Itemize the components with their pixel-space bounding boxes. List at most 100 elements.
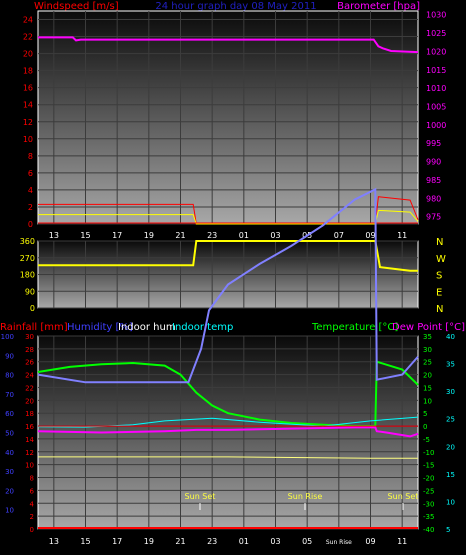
dewpoint-tick-label: 40 [446, 333, 455, 341]
time-tick-label: 23 [207, 231, 217, 240]
windspeed-tick-label: 12 [23, 118, 33, 127]
windspeed-tick-label: 10 [23, 135, 33, 144]
time-tick-label: 01 [239, 231, 249, 240]
time-tick-label: 11 [397, 231, 407, 240]
windspeed-tick-label: 24 [23, 16, 33, 25]
humidity-tick-label: 80 [5, 372, 14, 380]
dewpoint-tick-label: 35 [446, 361, 455, 369]
humidity-tick-label: 100 [1, 333, 14, 341]
series-line-indoor-hum [38, 456, 418, 459]
humidity-tick-label: 10 [5, 507, 14, 515]
rainfall-tick-label: 20 [25, 397, 34, 405]
time-tick-label: 09 [365, 231, 375, 240]
time-tick-label: 07 [334, 231, 344, 240]
time-tick-label: 03 [270, 231, 280, 240]
barometer-axis-title: Barometer [hpa] [337, 1, 420, 12]
series-line-wind-direction [38, 240, 418, 272]
humidity-tick-label: 90 [5, 352, 14, 360]
time-tick-label: 15 [80, 231, 90, 240]
barometer-tick-label: 1005 [426, 102, 446, 111]
sunset-annotation-1: Sun Set [185, 492, 216, 501]
barometer-tick-label: 985 [426, 176, 441, 185]
temperature-tick-label: -40 [423, 526, 434, 534]
wind-plot-area [37, 10, 419, 225]
time-tick-label: 17 [112, 537, 122, 546]
time-tick-label: 19 [144, 537, 154, 546]
rainfall-tick-label: 6 [30, 487, 35, 495]
sunrise-annotation: Sun Rise [288, 492, 323, 501]
time-tick-label: 23 [207, 537, 217, 546]
compass-label: S [436, 271, 442, 282]
temperature-tick-label: 5 [423, 410, 427, 418]
windspeed-tick-label: 6 [28, 169, 33, 178]
dewpoint-tick-label: 10 [446, 498, 455, 506]
compass-label: W [436, 254, 446, 265]
windspeed-tick-label: 18 [23, 67, 33, 76]
barometer-tick-label: 1030 [426, 11, 446, 20]
temperature-tick-label: -30 [423, 500, 434, 508]
temperature-humidity-panel: Rainfall [mm] Humidity [%] Indoor hum In… [0, 187, 465, 546]
rainfall-tick-label: 0 [30, 526, 34, 534]
rainfall-tick-label: 28 [25, 346, 34, 354]
rainfall-tick-label: 30 [25, 333, 34, 341]
rainfall-tick-label: 4 [30, 500, 35, 508]
barometer-tick-label: 980 [426, 194, 441, 203]
time-tick-label: 17 [112, 231, 122, 240]
indoor-temp-title: Indoor temp [172, 322, 233, 333]
rainfall-tick-label: 10 [25, 462, 34, 470]
dewpoint-axis-title: Dew Point [°C] [392, 322, 465, 333]
rainfall-tick-label: 24 [25, 372, 34, 380]
rainfall-axis-title: Rainfall [mm] [0, 322, 68, 333]
humidity-tick-label: 30 [5, 468, 14, 476]
temperature-tick-label: -20 [423, 475, 434, 483]
windspeed-axis-title: Windspeed [m/s] [34, 1, 119, 12]
time-tick-label: 15 [80, 537, 90, 546]
time-tick-label: 05 [302, 537, 312, 546]
series-line-temperature [37, 360, 419, 428]
barometer-tick-label: 975 [426, 213, 441, 222]
temperature-tick-label: 0 [423, 423, 427, 431]
humidity-tick-label: 50 [5, 430, 14, 438]
time-tick-label: 09 [365, 537, 375, 546]
rainfall-tick-label: 26 [25, 359, 34, 367]
barometer-tick-label: 995 [426, 139, 441, 148]
humidity-tick-label: 20 [5, 487, 14, 495]
temperature-tick-label: -25 [423, 487, 434, 495]
direction-tick-label: 90 [25, 287, 35, 296]
windspeed-tick-label: 2 [28, 203, 33, 212]
compass-label: E [436, 287, 442, 298]
time-tick-label: 13 [49, 537, 59, 546]
temperature-tick-label: -10 [423, 449, 434, 457]
dewpoint-tick-label: 30 [446, 388, 455, 396]
temperature-axis-title: Temperature [°C] [311, 322, 398, 333]
windspeed-tick-label: 14 [23, 101, 33, 110]
barometer-tick-label: 1010 [426, 84, 446, 93]
windspeed-tick-label: 22 [23, 33, 33, 42]
rainfall-tick-label: 22 [25, 384, 34, 392]
time-tick-label: 13 [49, 231, 59, 240]
compass-label: N [436, 304, 443, 315]
temperature-tick-label: -35 [423, 513, 434, 521]
dewpoint-tick-label: 20 [446, 443, 455, 451]
rainfall-tick-label: 14 [25, 436, 34, 444]
humidity-tick-label: 70 [5, 391, 14, 399]
barometer-tick-label: 990 [426, 158, 441, 167]
time-tick-label: 03 [270, 537, 280, 546]
chart-title: 24 hour graph day 08 May 2011 [155, 1, 316, 12]
direction-tick-label: 0 [30, 304, 35, 313]
direction-tick-label: 180 [20, 271, 35, 280]
dewpoint-tick-label: 25 [446, 416, 455, 424]
time-tick-label: 11 [397, 537, 407, 546]
humidity-tick-label: 40 [5, 449, 14, 457]
rainfall-tick-label: 18 [25, 410, 34, 418]
temperature-tick-label: 30 [423, 346, 432, 354]
temperature-tick-label: 35 [423, 333, 432, 341]
dewpoint-tick-label: 5 [446, 526, 450, 534]
dewpoint-tick-label: 15 [446, 471, 455, 479]
direction-tick-label: 270 [20, 254, 35, 263]
series-line-humidity [37, 187, 419, 384]
temperature-tick-label: -5 [423, 436, 430, 444]
windspeed-tick-label: 16 [23, 84, 33, 93]
humidity-tick-label: 60 [5, 410, 14, 418]
